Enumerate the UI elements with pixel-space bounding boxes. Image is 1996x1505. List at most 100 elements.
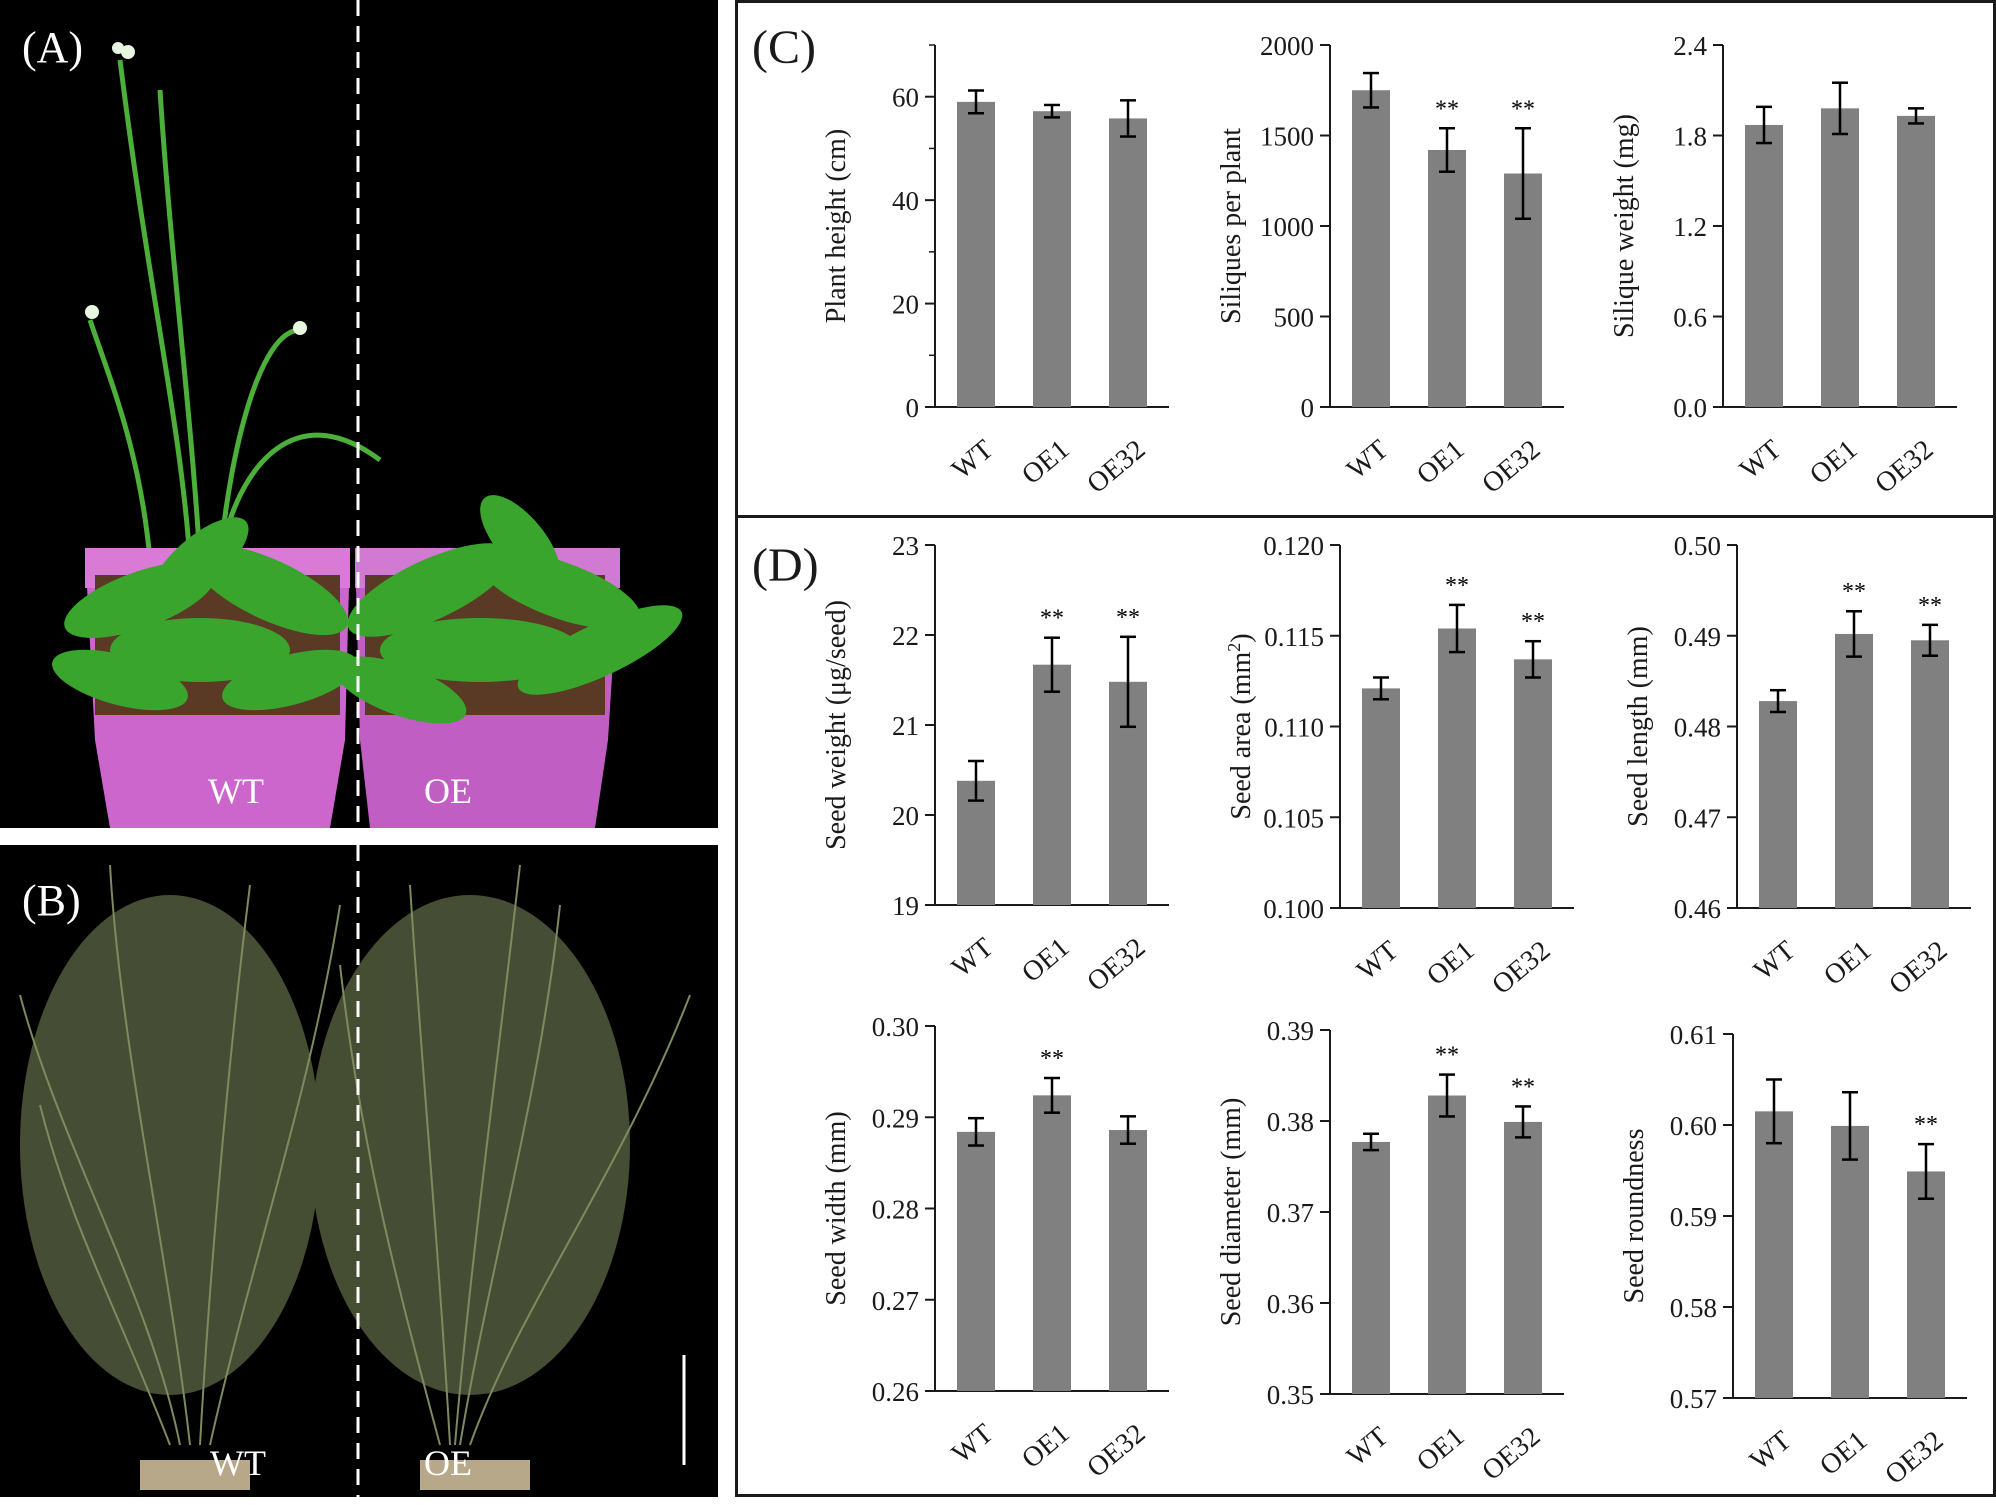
bar-oe32: [1109, 118, 1147, 407]
x-tick-label: OE1: [1016, 1418, 1075, 1475]
bar-oe1: [1033, 111, 1071, 408]
y-tick-label: 0.105: [1263, 803, 1324, 833]
y-axis-label: Seed length (mm): [1623, 626, 1654, 827]
x-tick-label: OE32: [1476, 1421, 1546, 1487]
significance-marker: **: [1040, 606, 1064, 632]
y-tick-label: 1.2: [1673, 212, 1707, 242]
significance-marker: **: [1435, 96, 1459, 122]
x-tick-label: WT: [946, 1418, 999, 1470]
bar-oe1: [1438, 628, 1476, 908]
y-tick-label: 0.57: [1670, 1384, 1717, 1414]
x-tick-label: OE1: [1421, 935, 1480, 992]
y-tick-label: 20: [892, 801, 919, 831]
x-tick-label: OE32: [1883, 935, 1953, 1001]
x-tick-label: OE1: [1411, 434, 1470, 491]
y-tick-label: 1500: [1260, 122, 1314, 152]
bar-wt: [1759, 701, 1797, 908]
bar-oe1: [1831, 1125, 1869, 1398]
significance-marker: **: [1842, 579, 1866, 605]
y-tick-label: 0: [1301, 393, 1315, 423]
bar-oe1: [1033, 1095, 1071, 1391]
y-tick-label: 0.36: [1267, 1289, 1314, 1319]
y-tick-label: 19: [892, 891, 919, 921]
x-tick-label: OE1: [1016, 932, 1075, 989]
chart-2: 0 500 1000 1500 2000 Siliques per plant WT ** OE…: [1216, 31, 1564, 500]
significance-marker: **: [1914, 1112, 1938, 1138]
x-tick-label: OE32: [1081, 932, 1151, 998]
bar-oe1: [1835, 633, 1873, 908]
y-tick-label: 23: [892, 531, 919, 561]
x-tick-label: OE32: [1081, 1418, 1151, 1484]
y-tick-label: 60: [892, 83, 919, 113]
chart-4: 19 20 21 22 23 Seed weight (μg/seed) WT ** OE1 **…: [821, 531, 1169, 998]
chart-1: 0 20 40 60 Plant height (cm) WT OE1 OE32: [821, 44, 1169, 500]
significance-marker: **: [1445, 573, 1469, 599]
photo-a-oe-text: OE: [424, 771, 472, 811]
photo-b-wt-text: WT: [210, 1443, 266, 1483]
y-tick-label: 1000: [1260, 212, 1314, 242]
bar-wt: [957, 101, 995, 407]
significance-marker: **: [1435, 1043, 1459, 1069]
x-tick-label: OE32: [1486, 935, 1556, 1001]
x-tick-label: WT: [946, 932, 999, 984]
x-tick-label: OE32: [1476, 434, 1546, 500]
bar-oe32: [1514, 659, 1552, 908]
panel-c-label: (C): [752, 21, 816, 74]
x-tick-label: OE32: [1879, 1425, 1949, 1491]
chart-5: 0.100 0.105 0.110 0.115 0.120 Seed area (mm2)…: [1224, 531, 1574, 1001]
y-tick-label: 0.60: [1670, 1111, 1717, 1141]
x-tick-label: WT: [1744, 1425, 1797, 1477]
x-tick-label: WT: [946, 434, 999, 486]
chart-7: 0.26 0.27 0.28 0.29 0.30 Seed width (mm) WT ** O…: [821, 1012, 1169, 1484]
y-axis-label: Seed roundness: [1619, 1129, 1650, 1304]
y-tick-label: 0.115: [1264, 622, 1324, 652]
plant-photo-a: [52, 0, 683, 828]
y-tick-label: 0.46: [1674, 894, 1721, 924]
x-tick-label: OE1: [1016, 434, 1075, 491]
y-tick-label: 1.8: [1673, 122, 1707, 152]
y-tick-label: 2000: [1260, 31, 1314, 61]
bar-wt: [1352, 1141, 1390, 1394]
x-tick-label: WT: [1341, 1421, 1394, 1473]
y-tick-label: 0.50: [1674, 531, 1721, 561]
significance-marker: **: [1511, 96, 1535, 122]
y-tick-label: 0.59: [1670, 1202, 1717, 1232]
significance-marker: **: [1040, 1046, 1064, 1072]
y-tick-label: 500: [1274, 303, 1315, 333]
y-tick-label: 0.120: [1263, 531, 1324, 561]
x-tick-label: WT: [1734, 434, 1787, 486]
bar-oe1: [1033, 664, 1071, 905]
photo-a-wt-text: WT: [208, 771, 264, 811]
y-axis-label: Seed width (mm): [821, 1111, 852, 1305]
y-tick-label: 0.0: [1673, 393, 1707, 423]
x-tick-label: OE32: [1869, 434, 1939, 500]
panel-d-frame: [735, 515, 1996, 1497]
chart-9: 0.57 0.58 0.59 0.60 0.61 Seed roundness WT OE1 *…: [1619, 1020, 1967, 1491]
y-tick-label: 0.47: [1674, 803, 1721, 833]
bar-oe32: [1897, 115, 1935, 408]
significance-marker: **: [1521, 609, 1545, 635]
bar-oe1: [1428, 149, 1466, 408]
y-tick-label: 20: [892, 290, 919, 320]
y-tick-label: 0.100: [1263, 894, 1324, 924]
y-tick-label: 0.6: [1673, 303, 1707, 333]
significance-marker: **: [1511, 1074, 1535, 1100]
y-tick-label: 0.61: [1670, 1020, 1717, 1050]
photo-b-label: (B): [22, 876, 81, 925]
photo-panel-b: (B) WT OE: [0, 845, 718, 1497]
y-axis-label: Seed weight (μg/seed): [821, 600, 852, 850]
chart-6: 0.46 0.47 0.48 0.49 0.50 Seed length (mm) WT **…: [1623, 531, 1971, 1001]
y-axis-label: Seed diameter (mm): [1216, 1098, 1247, 1327]
bar-wt: [1362, 688, 1400, 908]
y-tick-label: 0.49: [1674, 622, 1721, 652]
bar-oe1: [1428, 1095, 1466, 1394]
x-tick-label: OE32: [1081, 434, 1151, 500]
y-tick-label: 0.38: [1267, 1107, 1314, 1137]
y-tick-label: 0.39: [1267, 1016, 1314, 1046]
y-tick-label: 0.48: [1674, 713, 1721, 743]
y-tick-label: 40: [892, 186, 919, 216]
x-tick-label: OE1: [1818, 935, 1877, 992]
y-tick-label: 0.27: [872, 1286, 919, 1316]
significance-marker: **: [1116, 605, 1140, 631]
bar-oe1: [1821, 108, 1859, 407]
